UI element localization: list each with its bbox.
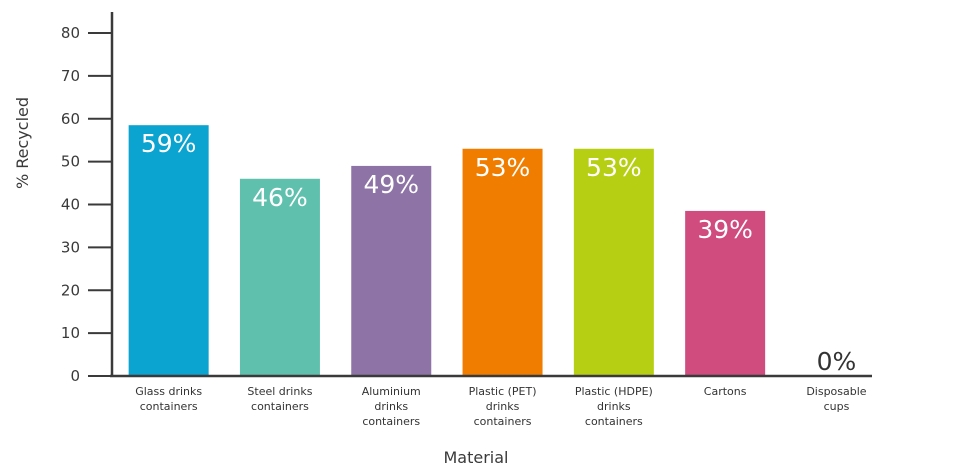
y-tick-label: 10 — [61, 324, 80, 342]
bar-value-label: 53% — [586, 153, 642, 182]
y-tick-label: 60 — [61, 110, 80, 128]
y-tick-label: 0 — [70, 367, 80, 385]
bars: 59% 46% 49% 53% 53% 39% 0% — [128, 125, 857, 377]
bar-value-label: 59% — [141, 129, 197, 158]
x-axis-title: Material — [444, 448, 509, 467]
bar — [462, 148, 543, 376]
x-tick-label: Disposable — [806, 385, 866, 398]
x-tick-label: containers — [362, 415, 420, 428]
y-axis-title: % Recycled — [13, 97, 32, 189]
x-axis: Glass drinks containers Steel drinks contai… — [110, 374, 872, 428]
x-tick-label: containers — [140, 400, 198, 413]
x-tick-label: Aluminium — [362, 385, 421, 398]
x-tick-label: Plastic (HDPE) — [575, 385, 653, 398]
x-tick-label: drinks — [597, 400, 631, 413]
bar — [685, 210, 766, 376]
bar — [239, 178, 320, 376]
x-tick-label: Cartons — [704, 385, 747, 398]
x-tick-label: cups — [824, 400, 850, 413]
bar — [573, 148, 654, 376]
y-tick-label: 70 — [61, 67, 80, 85]
y-tick-label: 80 — [61, 24, 80, 42]
y-axis: 0 10 20 30 40 50 60 70 80 — [61, 12, 114, 385]
x-tick-label: containers — [251, 400, 309, 413]
bar-value-label: 46% — [252, 183, 308, 212]
bar-value-label: 0% — [817, 347, 857, 376]
bar-value-label: 49% — [363, 170, 419, 199]
x-tick-label: Plastic (PET) — [469, 385, 537, 398]
bar-value-label: 39% — [697, 215, 753, 244]
x-tick-label: containers — [585, 415, 643, 428]
x-tick-label: Glass drinks — [135, 385, 202, 398]
x-tick-label: drinks — [374, 400, 408, 413]
bar — [351, 165, 432, 376]
bar — [128, 125, 209, 377]
x-tick-label: containers — [474, 415, 532, 428]
bar-value-label: 53% — [475, 153, 531, 182]
x-tick-label: Steel drinks — [247, 385, 312, 398]
y-tick-label: 30 — [61, 238, 80, 256]
y-tick-label: 20 — [61, 281, 80, 299]
y-tick-label: 40 — [61, 196, 80, 214]
y-tick-label: 50 — [61, 153, 80, 171]
x-tick-label: drinks — [486, 400, 520, 413]
